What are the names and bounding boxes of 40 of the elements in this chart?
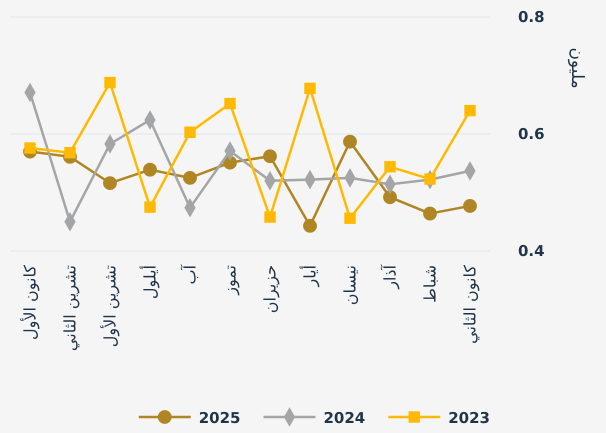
x-tick-label: أيلول xyxy=(140,265,160,300)
y-tick-label: 0.6 xyxy=(518,124,545,143)
x-tick-label: تشرين الأول xyxy=(100,265,120,348)
legend-label: 2023 xyxy=(448,409,490,427)
point xyxy=(303,218,317,233)
point xyxy=(264,211,276,223)
point xyxy=(304,82,316,94)
x-tick-label: تموز xyxy=(220,265,240,296)
point xyxy=(224,98,236,110)
point xyxy=(423,206,437,220)
x-tick-label: كانون الأول xyxy=(20,264,40,340)
x-tick-label: آب xyxy=(180,263,200,285)
point xyxy=(104,76,116,88)
point xyxy=(383,190,397,204)
x-tick-label: أيار xyxy=(300,265,320,288)
point xyxy=(464,104,476,116)
legend-label: 2024 xyxy=(324,409,366,427)
point xyxy=(143,162,157,177)
point xyxy=(144,201,156,213)
x-tick-label: نيسان xyxy=(340,265,360,306)
x-tick-label: حزيران xyxy=(260,265,280,314)
y-axis-title: مليون xyxy=(567,47,587,89)
point xyxy=(64,147,76,158)
point xyxy=(263,149,277,164)
x-tick-label: تشرين الثاني xyxy=(60,265,80,352)
x-tick-label: آذار xyxy=(380,263,400,290)
y-tick-label: 0.8 xyxy=(518,8,545,26)
point xyxy=(463,199,477,213)
point xyxy=(344,212,356,224)
y-tick-label: 0.4 xyxy=(518,242,545,260)
point xyxy=(424,173,436,185)
point xyxy=(24,142,36,154)
point xyxy=(183,170,197,185)
point xyxy=(184,126,196,138)
point xyxy=(384,161,396,172)
point xyxy=(103,176,117,190)
x-tick-label: كانون الثاني xyxy=(460,264,480,344)
legend-label: 2025 xyxy=(198,409,240,427)
x-tick-label: شباط xyxy=(420,265,440,303)
point xyxy=(343,134,357,148)
